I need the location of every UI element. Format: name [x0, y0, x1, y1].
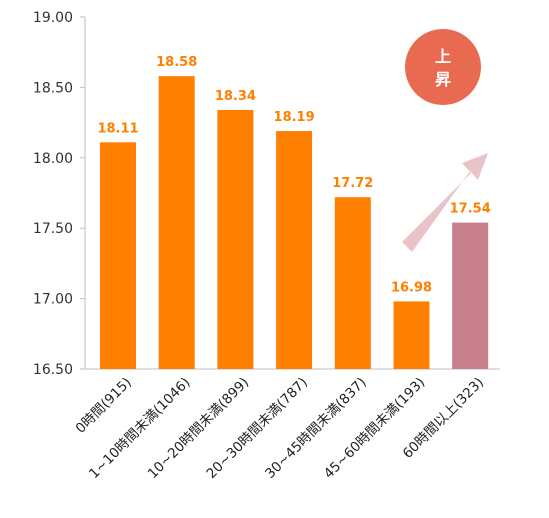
- x-labels-group: 0時間(915)1~10時間未満(1046)10~20時間未満(899)20~3…: [73, 375, 487, 482]
- data-label: 16.98: [391, 280, 432, 295]
- bars-group: [100, 76, 489, 370]
- data-label: 18.58: [156, 55, 197, 70]
- bar: [276, 131, 313, 369]
- bar: [100, 142, 136, 369]
- bar: [452, 222, 489, 369]
- y-tick-label: 19.00: [33, 10, 73, 26]
- x-tick-label: 10~20時間未満(899): [145, 375, 252, 482]
- x-tick-label: 45~60時間未満(193): [321, 375, 428, 482]
- trend-arrow: [402, 153, 488, 252]
- x-tick-label: 20~30時間未満(787): [203, 375, 310, 482]
- bar: [217, 109, 254, 369]
- data-label: 18.34: [215, 89, 256, 104]
- rise-badge-text-top: 上: [435, 47, 451, 66]
- y-tick-label: 16.50: [33, 362, 73, 378]
- rise-badge-text-bottom: 昇: [435, 70, 451, 89]
- x-tick-label: 0時間(915): [73, 375, 135, 437]
- data-labels-group: 18.11 18.58 18.34 18.19 17.72 16.98 17.54: [97, 55, 490, 295]
- y-axis: 16.50 17.00 17.50 18.00 18.50 19.00: [33, 10, 500, 378]
- annotation-group: 上 昇: [402, 29, 488, 252]
- y-tick-label: 17.50: [33, 221, 73, 237]
- data-label: 17.72: [332, 176, 373, 191]
- y-tick-label: 17.00: [33, 292, 73, 308]
- data-label: 18.11: [97, 121, 138, 136]
- bar: [334, 197, 371, 369]
- data-label: 17.54: [450, 202, 491, 217]
- bar: [158, 76, 195, 370]
- x-tick-label: 1~10時間未満(1046): [86, 375, 193, 482]
- x-tick-label: 30~45時間未満(837): [262, 375, 369, 482]
- bar: [393, 301, 430, 369]
- data-label: 18.19: [274, 110, 315, 125]
- rise-badge: [405, 29, 481, 105]
- y-tick-label: 18.50: [33, 80, 73, 96]
- y-tick-label: 18.00: [33, 151, 73, 167]
